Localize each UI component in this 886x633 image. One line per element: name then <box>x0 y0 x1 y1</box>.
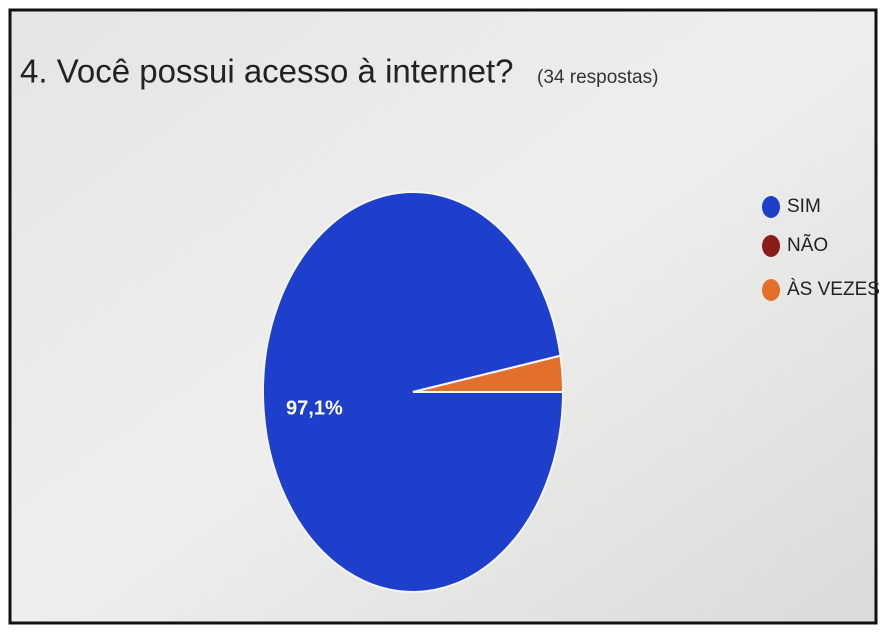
legend-label: SIM <box>787 196 821 217</box>
legend-swatch <box>762 235 780 257</box>
pie-slice <box>412 354 565 393</box>
data-label: 97,1% <box>286 398 343 420</box>
legend-label: ÀS VEZES <box>787 279 880 300</box>
chart-subtitle: (34 respostas) <box>537 67 658 88</box>
legend-label: NÃO <box>787 234 828 256</box>
legend-swatch <box>762 196 780 218</box>
chart-title: 4. Você possui acesso à internet? <box>20 53 514 90</box>
legend-swatch <box>762 279 780 301</box>
